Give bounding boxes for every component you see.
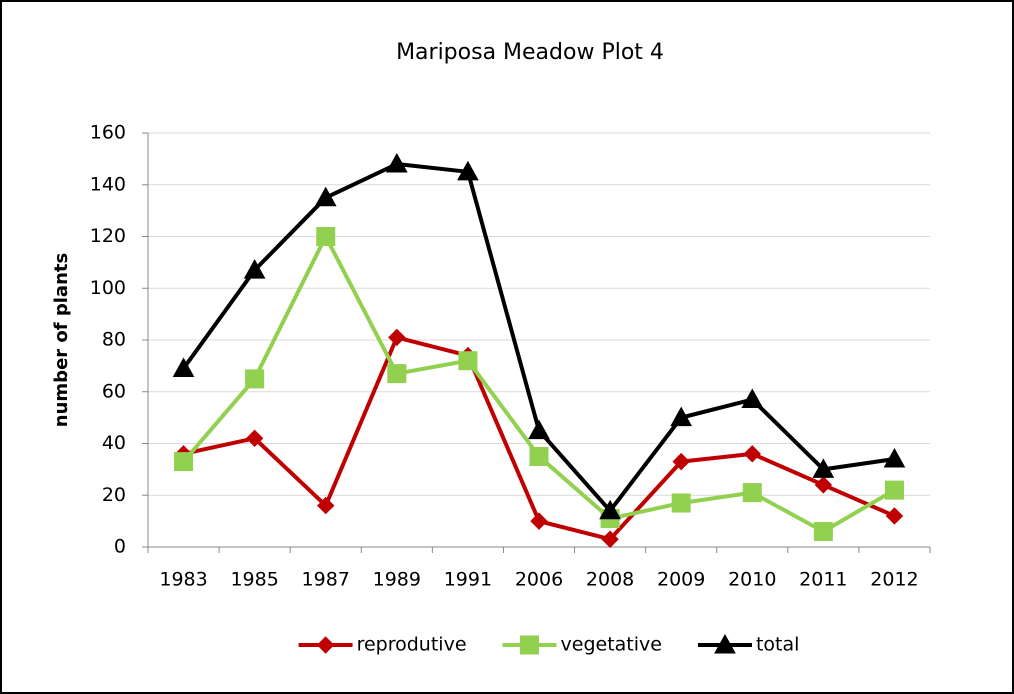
data-point <box>742 483 762 503</box>
x-tick-label: 2012 <box>870 569 918 591</box>
legend-label: total <box>756 634 799 656</box>
data-point <box>174 452 194 472</box>
chart-title: Mariposa Meadow Plot 4 <box>396 40 664 65</box>
y-tick-label: 80 <box>102 329 126 351</box>
data-point <box>385 153 408 173</box>
data-point <box>884 480 904 500</box>
y-axis-label: number of plants <box>51 253 72 427</box>
data-point <box>672 452 690 471</box>
data-point <box>883 447 906 468</box>
data-point <box>458 351 478 371</box>
data-point <box>670 406 693 427</box>
legend-label: vegetative <box>561 634 662 656</box>
data-point <box>814 476 833 494</box>
data-point <box>599 499 621 520</box>
data-point <box>741 388 764 409</box>
data-point <box>530 512 548 530</box>
data-point <box>172 357 195 377</box>
data-point <box>812 458 835 478</box>
legend: reprodutive vegetative total <box>298 633 799 656</box>
data-point <box>316 227 336 246</box>
x-tick-label: 1991 <box>444 569 492 591</box>
y-tick-label: 40 <box>102 432 126 454</box>
x-tick-label: 2009 <box>657 569 705 591</box>
data-point <box>813 521 833 541</box>
x-tick-label: 1983 <box>159 569 207 591</box>
x-tick-label: 1987 <box>302 569 350 591</box>
data-point <box>529 446 549 466</box>
data-point <box>317 496 335 515</box>
data-point <box>245 429 264 448</box>
data-point <box>314 186 337 207</box>
x-tick-label: 2011 <box>799 569 847 591</box>
data-point <box>743 445 761 463</box>
data-point <box>528 419 550 440</box>
y-tick-label: 160 <box>90 122 126 144</box>
y-tick-label: 100 <box>90 277 126 299</box>
data-point <box>245 369 265 389</box>
data-point <box>387 364 407 384</box>
legend-marker <box>714 633 736 654</box>
x-tick-label: 1989 <box>373 569 421 591</box>
legend-marker <box>316 636 335 654</box>
legend-label: reprodutive <box>357 634 467 656</box>
y-tick-label: 60 <box>102 380 126 402</box>
data-point <box>243 259 266 279</box>
y-tick-label: 20 <box>102 484 126 506</box>
y-tick-label: 0 <box>114 536 126 558</box>
x-tick-label: 1985 <box>230 569 278 591</box>
data-point <box>388 328 406 347</box>
data-point <box>601 530 619 548</box>
x-tick-label: 2008 <box>586 569 634 591</box>
x-tick-label: 2006 <box>515 569 563 591</box>
y-tick-label: 120 <box>90 225 126 247</box>
data-point <box>457 160 479 181</box>
y-tick-label: 140 <box>90 173 126 195</box>
data-point <box>671 493 691 513</box>
data-point <box>885 507 904 525</box>
legend-marker <box>520 635 540 655</box>
x-tick-label: 2010 <box>728 569 776 591</box>
